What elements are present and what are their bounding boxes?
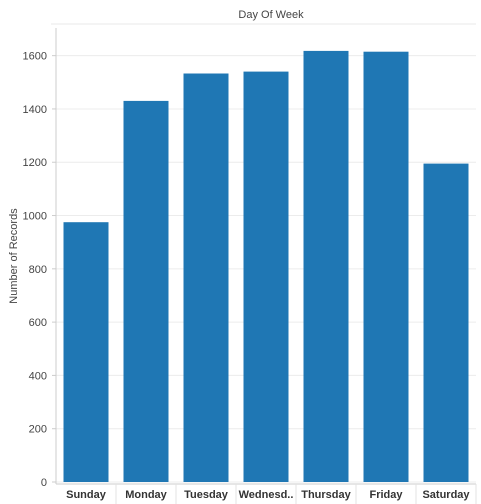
- x-tick-label: Wednesd..: [239, 489, 294, 501]
- y-tick-label: 1200: [23, 157, 47, 169]
- y-axis-label: Number of Records: [8, 208, 20, 304]
- x-axis-ticks: Sunday Monday Tuesday Wednesd.. Thursday Frid…: [66, 484, 477, 504]
- bar-tuesday[interactable]: [183, 73, 229, 483]
- bar-monday[interactable]: [123, 100, 169, 483]
- y-axis-ticks: 0 200 400 600 800 1000 1200 1400 1600: [23, 51, 56, 489]
- bar-sunday[interactable]: [63, 222, 109, 482]
- bar-friday[interactable]: [363, 51, 409, 482]
- x-tick-label: Saturday: [422, 489, 470, 501]
- x-tick-label: Sunday: [66, 489, 107, 501]
- y-tick-label: 1000: [23, 211, 47, 223]
- chart-title: Day Of Week: [238, 9, 304, 21]
- y-tick-label: 0: [41, 477, 47, 489]
- y-tick-label: 800: [29, 264, 47, 276]
- y-tick-label: 1400: [23, 104, 47, 116]
- bar-saturday[interactable]: [423, 163, 469, 482]
- x-tick-label: Thursday: [301, 489, 351, 501]
- bar-thursday[interactable]: [303, 50, 349, 483]
- x-tick-label: Monday: [125, 489, 167, 501]
- bars: [63, 50, 469, 483]
- y-tick-label: 200: [29, 424, 47, 436]
- y-tick-label: 600: [29, 317, 47, 329]
- y-tick-label: 400: [29, 370, 47, 382]
- y-tick-label: 1600: [23, 51, 47, 63]
- bar-wednesd[interactable]: [243, 71, 289, 482]
- x-tick-label: Friday: [369, 489, 403, 501]
- x-tick-label: Tuesday: [184, 489, 229, 501]
